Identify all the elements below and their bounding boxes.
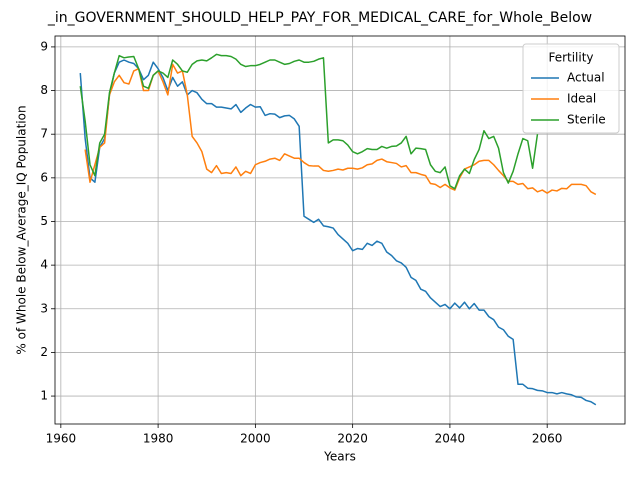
chart-title: _in_GOVERNMENT_SHOULD_HELP_PAY_FOR_MEDIC…: [47, 10, 592, 26]
series-line: [79, 53, 539, 190]
legend-label: Sterile: [567, 113, 606, 127]
y-tick-label: 5: [40, 214, 48, 228]
y-tick-label: 6: [40, 170, 48, 184]
x-tick-label: 1960: [46, 432, 77, 446]
x-tick-label: 2060: [532, 432, 563, 446]
y-tick-label: 7: [40, 127, 48, 141]
y-tick-label: 3: [40, 301, 48, 315]
x-axis-label: Years: [323, 450, 356, 464]
legend-title: Fertility: [548, 51, 593, 65]
y-tick-label: 4: [40, 258, 48, 272]
y-axis-label: % of Whole Below_Average_IQ Population: [15, 105, 29, 354]
plot-frame: [54, 35, 626, 425]
y-tick-label: 1: [40, 389, 48, 403]
x-tick-label: 2000: [240, 432, 271, 446]
x-tick-label: 1980: [143, 432, 174, 446]
legend-label: Actual: [567, 71, 605, 85]
y-tick-label: 9: [40, 39, 48, 53]
x-tick-label: 2040: [435, 432, 466, 446]
legend-box: [522, 43, 620, 134]
x-tick-label: 2020: [337, 432, 368, 446]
series-line: [79, 59, 597, 406]
series-line: [84, 63, 597, 196]
y-tick-label: 2: [40, 345, 48, 359]
legend-label: Ideal: [567, 92, 596, 106]
y-tick-label: 8: [40, 83, 48, 97]
